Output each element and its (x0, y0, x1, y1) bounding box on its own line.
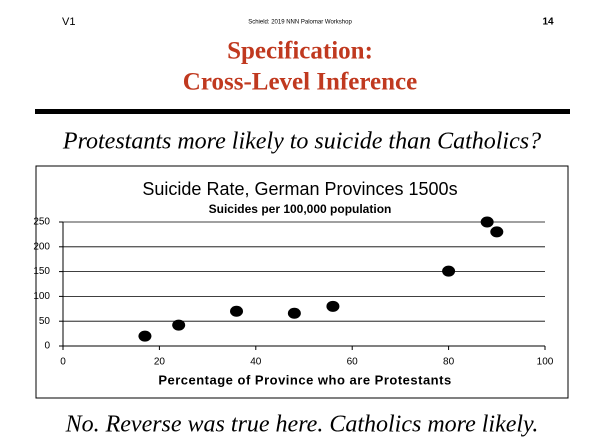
chart-subtitle: Suicides per 100,000 population (209, 202, 392, 216)
x-tick-label: 40 (250, 357, 262, 368)
chart-title: Suicide Rate, German Provinces 1500s (142, 179, 457, 199)
x-tick-label: 60 (347, 357, 359, 368)
credit: Schield: 2019 NNN Palomar Workshop (248, 20, 352, 26)
y-tick-label: 200 (33, 241, 50, 252)
rule (35, 109, 570, 114)
version: V1 (62, 16, 75, 28)
x-tick-label: 80 (443, 357, 455, 368)
y-tick-label: 50 (39, 316, 51, 327)
point (138, 330, 152, 342)
slide-title: Specification: (227, 38, 373, 65)
question: Protestants more likely to suicide than … (62, 129, 541, 155)
point (172, 319, 186, 331)
x-axis-label: Percentage of Province who are Protestan… (158, 372, 451, 387)
chart-frame (35, 165, 569, 399)
y-tick-label: 250 (33, 217, 50, 228)
y-tick-label: 0 (44, 341, 50, 352)
x-tick-label: 0 (60, 357, 66, 368)
point (480, 216, 494, 228)
point (287, 307, 301, 319)
point (230, 305, 244, 317)
y-tick-label: 150 (33, 266, 50, 277)
x-tick-label: 100 (537, 357, 554, 368)
answer: No. Reverse was true here. Catholics mor… (65, 412, 539, 438)
page-number: 14 (542, 17, 554, 28)
slide-title: Cross-Level Inference (183, 69, 417, 96)
x-tick-label: 20 (154, 357, 166, 368)
point (490, 226, 504, 238)
point (442, 265, 456, 277)
y-tick-label: 100 (33, 291, 50, 302)
point (326, 300, 340, 312)
